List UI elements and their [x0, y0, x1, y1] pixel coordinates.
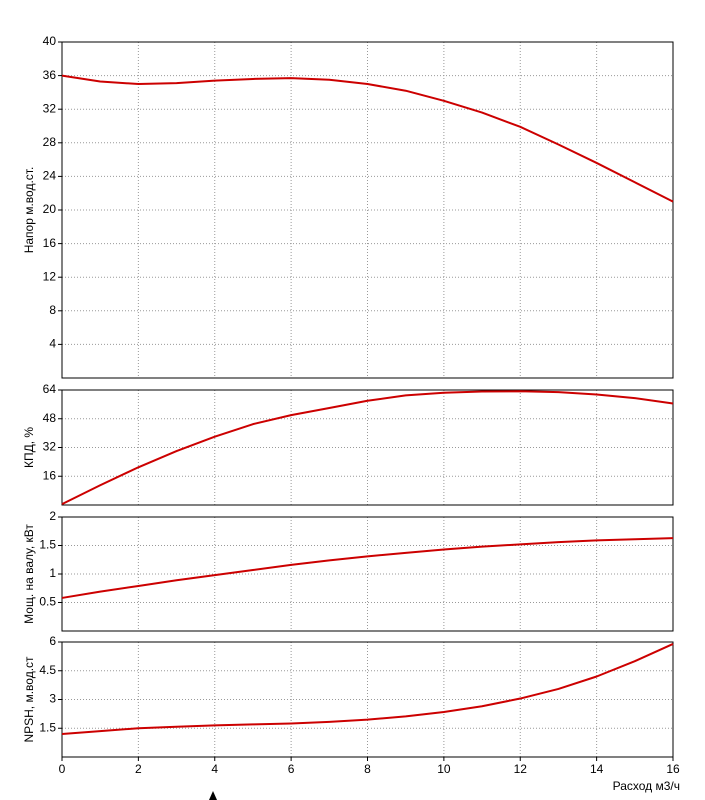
x-tick-label: 12: [514, 762, 528, 776]
curve: [61, 74, 674, 203]
y-tick-label: 6: [49, 634, 56, 648]
y-tick-label: 16: [43, 236, 57, 250]
y-tick-label: 28: [43, 135, 57, 149]
y-tick-label: 3: [49, 692, 56, 706]
y-tick-label: 36: [43, 68, 57, 82]
y-tick-label: 64: [43, 382, 57, 396]
x-axis-label: Расход м3/ч: [613, 779, 680, 793]
curve: [61, 643, 674, 735]
y-tick-label: 4.5: [39, 663, 56, 677]
plot-frame: [61, 516, 674, 632]
x-tick-label: 16: [666, 762, 680, 776]
y-tick-label: 12: [43, 269, 57, 283]
y-tick-label: 40: [43, 34, 57, 48]
y-tick-label: 16: [43, 468, 57, 482]
y-axis-label: КПД, %: [22, 427, 36, 468]
y-axis-label: Мощ. на валу, кВт: [22, 524, 36, 624]
plot-frame: [61, 389, 674, 506]
y-tick-label: 24: [43, 169, 57, 183]
x-tick-label: 2: [135, 762, 142, 776]
y-tick-label: 0.5: [39, 595, 56, 609]
x-tick-label: 8: [364, 762, 371, 776]
x-tick-label: 4: [211, 762, 218, 776]
y-tick-label: 32: [43, 440, 57, 454]
y-axis-label: NPSH, м.вод.ст: [22, 656, 36, 743]
x-tick-label: 0: [59, 762, 66, 776]
y-tick-label: 1: [49, 566, 56, 580]
curve: [61, 537, 674, 599]
x-tick-label: 10: [437, 762, 451, 776]
plot-frame: [61, 41, 674, 379]
y-tick-label: 2: [49, 509, 56, 523]
y-tick-label: 48: [43, 411, 57, 425]
x-tick-label: 14: [590, 762, 604, 776]
x-tick-label: 6: [288, 762, 295, 776]
cursor-arrow: [209, 791, 217, 800]
y-tick-label: 20: [43, 202, 57, 216]
curve: [61, 390, 674, 505]
y-tick-label: 32: [43, 101, 57, 115]
y-tick-label: 8: [49, 303, 56, 317]
y-axis-label: Напор м.вод.ст.: [22, 167, 36, 254]
y-tick-label: 1.5: [39, 538, 56, 552]
y-tick-label: 4: [49, 337, 56, 351]
y-tick-label: 1.5: [39, 720, 56, 734]
